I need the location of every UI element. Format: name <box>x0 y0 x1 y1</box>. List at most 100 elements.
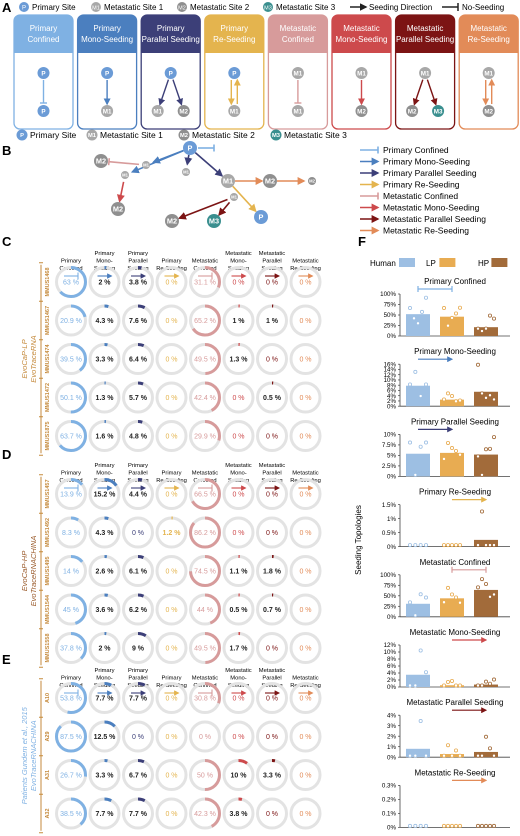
sample-id: MMUS1472 <box>45 383 51 412</box>
y-tick-label: 10% <box>384 377 397 384</box>
donut-value: 4.3 % <box>96 530 115 537</box>
donut-value: 0 % <box>266 734 278 741</box>
data-point <box>413 613 418 618</box>
group-label: EvoCaP-HP <box>20 551 29 591</box>
column-header: Mono- <box>230 259 247 265</box>
data-point <box>407 683 412 688</box>
donut-arc <box>189 343 221 375</box>
legend-no-seeding: No-Seeding <box>462 3 504 12</box>
sample-id: MMUS1492 <box>45 518 51 547</box>
subplot-title: Metastatic Parallel Seeding <box>407 698 504 707</box>
data-point <box>457 398 462 403</box>
donut-arc <box>122 797 154 830</box>
donut-value: 26.7 % <box>60 773 82 780</box>
data-point <box>487 313 492 318</box>
seeding-edge <box>158 79 170 106</box>
data-point <box>423 295 428 300</box>
data-point <box>423 440 428 445</box>
column-header: Parallel <box>262 471 281 477</box>
donut-arc <box>122 420 154 452</box>
panel-label-f: F <box>358 234 366 249</box>
subplot-title: Primary Confined <box>424 277 486 286</box>
donut-track <box>122 720 154 753</box>
node-label: P <box>188 144 193 153</box>
data-point <box>487 543 492 548</box>
bar <box>406 385 430 407</box>
data-point <box>418 543 423 548</box>
donut-value: 1.7 % <box>230 646 249 653</box>
y-tick-label: 16% <box>384 361 397 368</box>
column-header: Seeding <box>127 683 148 689</box>
donut-arc <box>55 266 87 298</box>
data-point <box>483 447 488 452</box>
donut-value: 3.3 % <box>263 773 282 780</box>
donut-value: 0 % <box>165 395 177 402</box>
bar <box>406 748 430 758</box>
donut-value: 0 % <box>299 434 311 441</box>
data-point <box>487 393 492 398</box>
column-header: Metastatic <box>259 668 286 674</box>
column-header: Seeding <box>228 683 249 689</box>
y-tick-label: 14% <box>384 367 397 374</box>
data-point <box>487 594 492 599</box>
data-point <box>418 592 423 597</box>
data-point <box>479 329 484 334</box>
donut-value: 39.5 % <box>60 357 82 364</box>
y-tick-label: 8% <box>387 382 396 389</box>
sample-id: MMUS1875 <box>45 421 51 450</box>
donut-arc <box>189 304 221 337</box>
group-label: EvoCaP-LP <box>20 339 29 378</box>
bar <box>474 751 498 758</box>
group-label: EvoTraceRNA <box>29 335 38 382</box>
column-header: Metastatic <box>192 676 219 682</box>
donut-value: 66.5 % <box>194 492 216 499</box>
svg-text:M1: M1 <box>92 6 100 12</box>
graph-node-primary-reseeded <box>254 210 268 224</box>
data-point <box>445 440 450 445</box>
column-header: Mono- <box>96 259 113 265</box>
column-header: Metastatic <box>192 259 219 265</box>
donut-arc <box>189 381 221 414</box>
donut-arc <box>55 343 87 375</box>
donut-value: 53.8 % <box>60 696 82 703</box>
panel-b-topology-graph: P Primary Site M1 Metastatic Site 1 M2 Metast… <box>16 129 486 236</box>
sample-id: A10 <box>45 693 51 703</box>
donut-arc <box>122 304 154 337</box>
donut-arc <box>256 759 288 791</box>
group-label: EvoTraceRNACHINA <box>29 536 38 607</box>
node-label: M1 <box>223 177 233 186</box>
donut-track <box>155 555 188 587</box>
donut-value: 0 % <box>266 434 278 441</box>
donut-value: 6.2 % <box>129 607 148 614</box>
column-header: Primary <box>162 676 182 682</box>
donut-arc <box>222 555 255 587</box>
card-title-line: Primary <box>30 24 58 33</box>
data-point <box>479 753 484 758</box>
card-title-line: Parallel Seeding <box>142 35 200 44</box>
sample-id: A32 <box>45 808 51 818</box>
data-point <box>418 823 423 828</box>
topology-card-4: Primary Re-Seeding P M1 <box>204 14 265 130</box>
data-point <box>475 753 480 758</box>
donut-value: 50.1 % <box>60 395 82 402</box>
data-point <box>457 452 462 457</box>
bar <box>406 453 430 477</box>
donut-value: 3.8 % <box>230 811 249 818</box>
donut-value: 0 % <box>232 280 244 287</box>
column-header: Mono- <box>230 471 247 477</box>
data-point <box>491 543 496 548</box>
node-label: P <box>169 70 173 77</box>
donut-track <box>256 720 288 753</box>
donut-value: 49.5 % <box>194 357 216 364</box>
donut-arc <box>55 516 87 549</box>
y-tick-label: 7.5% <box>382 442 397 449</box>
topology-card-2: Primary Mono-Seeding P M1 <box>76 14 138 130</box>
no-seeding-edge <box>108 160 140 166</box>
node-p <box>16 129 28 141</box>
y-tick-label: 0% <box>387 825 396 832</box>
donut-value: 7.7 % <box>96 696 115 703</box>
legend-label: Metastatic Site 2 <box>192 130 255 140</box>
data-point <box>479 472 484 477</box>
data-point <box>413 753 418 758</box>
donut-value: 20.9 % <box>60 318 82 325</box>
